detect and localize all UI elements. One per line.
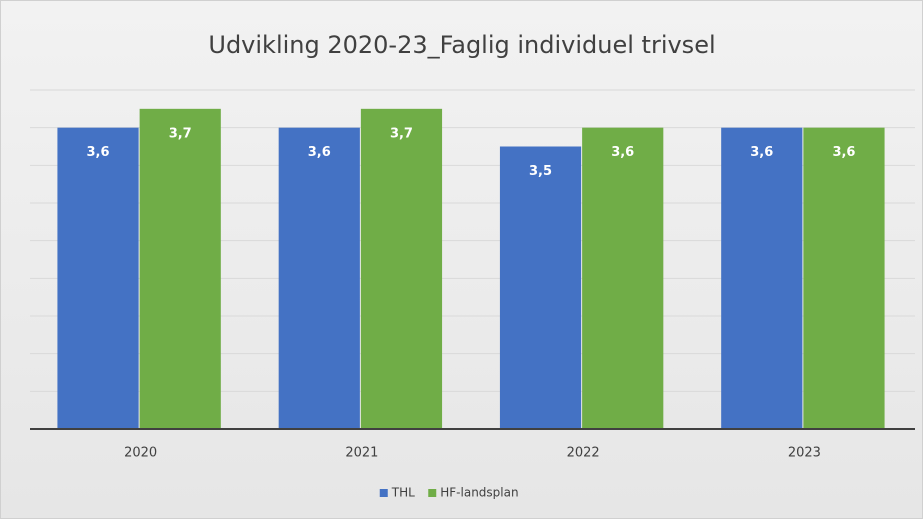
bar xyxy=(278,127,360,430)
data-label: 3,6 xyxy=(832,145,855,160)
x-tick-label: 2022 xyxy=(567,446,600,461)
legend-label: THL xyxy=(391,486,415,500)
bar xyxy=(803,127,885,430)
data-label: 3,6 xyxy=(308,145,331,160)
chart-title: Udvikling 2020-23_Faglig individuel triv… xyxy=(208,31,715,59)
bar xyxy=(360,108,443,429)
data-label: 3,7 xyxy=(390,126,413,141)
bar xyxy=(721,127,803,430)
legend-swatch xyxy=(379,489,388,497)
bar xyxy=(499,146,582,429)
bar xyxy=(582,127,664,430)
bar xyxy=(57,127,139,430)
data-label: 3,5 xyxy=(529,164,552,179)
bar xyxy=(139,108,221,429)
data-label: 3,6 xyxy=(87,145,110,160)
legend-swatch xyxy=(428,489,437,497)
legend-label: HF-landsplan xyxy=(440,486,518,500)
data-label: 3,6 xyxy=(750,145,773,160)
x-tick-label: 2020 xyxy=(124,446,157,461)
data-label: 3,6 xyxy=(611,145,634,160)
x-tick-label: 2021 xyxy=(345,446,378,461)
x-tick-label: 2023 xyxy=(788,446,821,461)
data-label: 3,7 xyxy=(169,126,192,141)
